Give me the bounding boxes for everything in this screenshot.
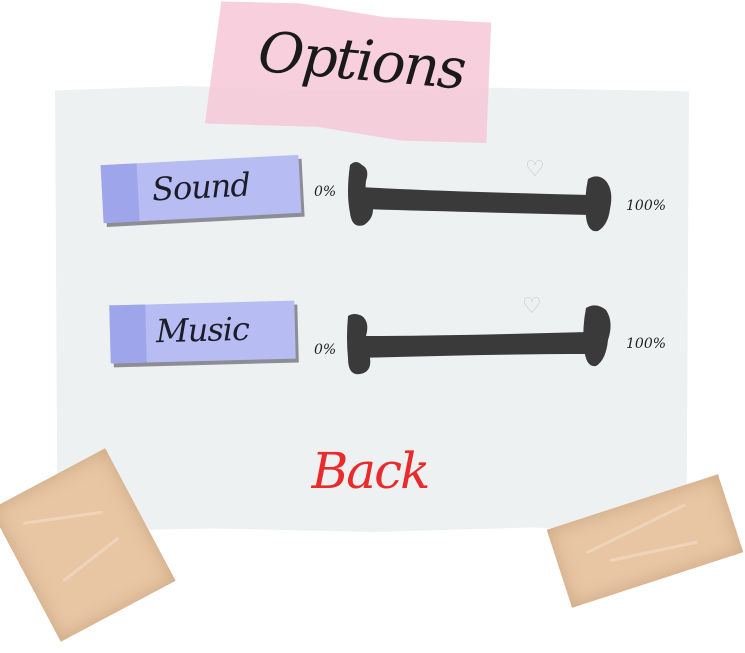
music-button[interactable]: Music [109, 300, 296, 364]
heart-outline-icon[interactable]: ♡ [522, 294, 542, 319]
back-button[interactable]: Back [311, 442, 431, 500]
slider-bar [360, 187, 590, 215]
slider-right-cap [585, 176, 612, 232]
sound-max-label: 100% [626, 198, 667, 214]
sound-button[interactable]: Sound [100, 154, 302, 224]
heart-outline-icon[interactable]: ♡ [525, 157, 545, 182]
sound-slider[interactable]: ♡ [340, 155, 620, 235]
music-min-label: 0% [314, 342, 337, 358]
sound-slider-track [348, 162, 612, 232]
slider-left-cap [347, 314, 371, 375]
music-max-label: 100% [626, 336, 667, 352]
music-slider-track [347, 305, 611, 375]
music-slider[interactable]: ♡ [340, 294, 620, 376]
music-label: Music [155, 309, 250, 351]
sound-min-label: 0% [314, 184, 337, 200]
slider-right-cap [583, 305, 611, 367]
slider-bar [360, 332, 588, 358]
